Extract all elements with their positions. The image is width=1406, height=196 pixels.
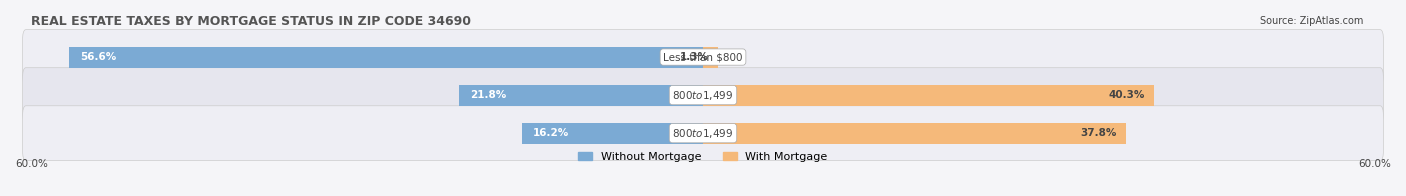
Text: REAL ESTATE TAXES BY MORTGAGE STATUS IN ZIP CODE 34690: REAL ESTATE TAXES BY MORTGAGE STATUS IN … — [31, 15, 471, 28]
Bar — [458, 85, 703, 106]
Text: 16.2%: 16.2% — [533, 128, 569, 138]
FancyBboxPatch shape — [22, 30, 1384, 84]
Text: 40.3%: 40.3% — [1109, 90, 1144, 100]
Text: 37.8%: 37.8% — [1081, 128, 1118, 138]
Text: 21.8%: 21.8% — [470, 90, 506, 100]
Bar — [522, 123, 703, 144]
Legend: Without Mortgage, With Mortgage: Without Mortgage, With Mortgage — [574, 147, 832, 166]
Text: Less than $800: Less than $800 — [664, 52, 742, 62]
Bar — [703, 123, 1126, 144]
FancyBboxPatch shape — [22, 106, 1384, 161]
Bar — [703, 85, 1154, 106]
FancyBboxPatch shape — [22, 68, 1384, 122]
Bar — [703, 47, 717, 67]
Text: Source: ZipAtlas.com: Source: ZipAtlas.com — [1260, 16, 1364, 26]
Text: $800 to $1,499: $800 to $1,499 — [672, 89, 734, 102]
Text: $800 to $1,499: $800 to $1,499 — [672, 127, 734, 140]
Bar — [69, 47, 703, 67]
Text: 1.3%: 1.3% — [679, 52, 709, 62]
Text: 56.6%: 56.6% — [80, 52, 117, 62]
